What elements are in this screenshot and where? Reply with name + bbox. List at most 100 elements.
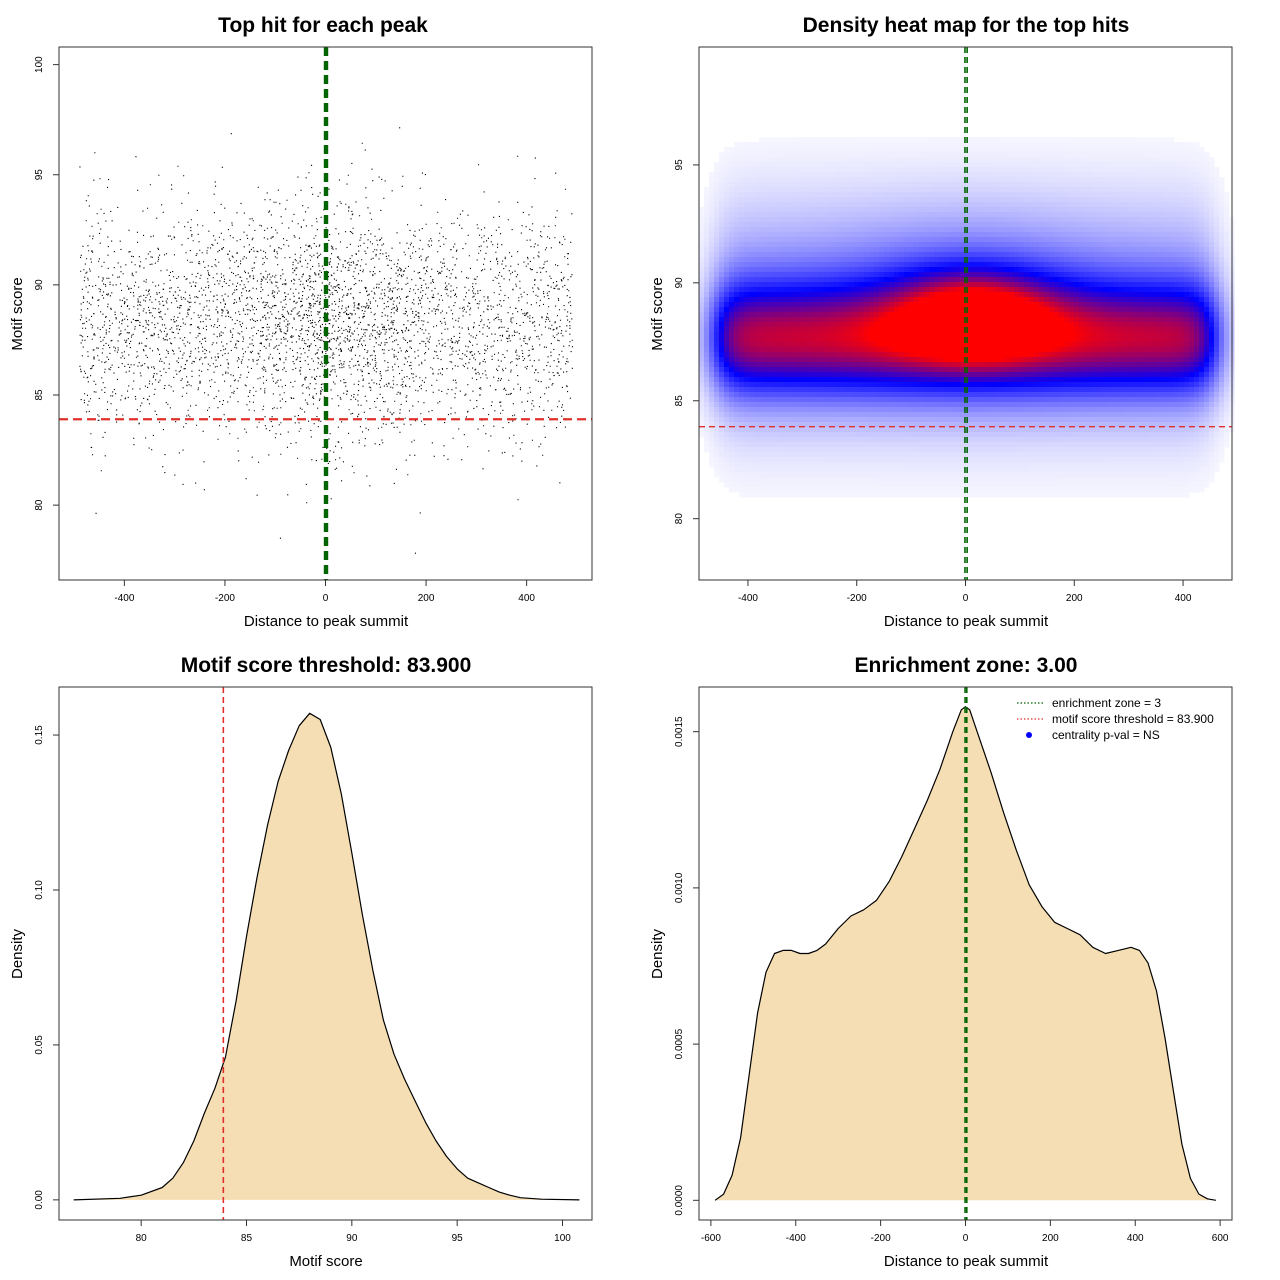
heatmap-cell [849, 277, 855, 283]
heatmap-cell [914, 287, 920, 293]
heatmap-cell [1024, 277, 1030, 283]
heatmap-cell [949, 182, 955, 188]
heatmap-cell [839, 172, 845, 178]
heatmap-cell [1094, 202, 1100, 208]
heatmap-cell [889, 307, 895, 313]
heatmap-cell [1134, 262, 1140, 268]
heatmap-cell [1194, 197, 1200, 203]
heatmap-cell [1119, 347, 1125, 353]
heatmap-cell [1124, 242, 1130, 248]
heatmap-cell [1059, 192, 1065, 198]
heatmap-cell [964, 222, 970, 228]
heatmap-cell [1174, 302, 1180, 308]
heatmap-cell [1214, 242, 1220, 248]
heatmap-cell [889, 282, 895, 288]
heatmap-cell [749, 217, 755, 223]
heatmap-cell [964, 252, 970, 258]
heatmap-cell [894, 342, 900, 348]
heatmap-cell [989, 307, 995, 313]
heatmap-cell [874, 147, 880, 153]
heatmap-cell [984, 237, 990, 243]
heatmap-cell [1014, 197, 1020, 203]
heatmap-cell [719, 187, 725, 193]
heatmap-cell [1034, 357, 1040, 363]
heatmap-cell [1204, 307, 1210, 313]
heatmap-cell [1064, 342, 1070, 348]
heatmap-cell [804, 297, 810, 303]
heatmap-cell [1064, 362, 1070, 368]
heatmap-cell [989, 242, 995, 248]
heatmap-cell [729, 257, 735, 263]
heatmap-cell [999, 362, 1005, 368]
heatmap-cell [1044, 172, 1050, 178]
heatmap-cell [769, 322, 775, 328]
heatmap-cell [1039, 312, 1045, 318]
heatmap-cell [1109, 307, 1115, 313]
heatmap-cell [1154, 322, 1160, 328]
heatmap-cell [739, 177, 745, 183]
heatmap-cell [1104, 247, 1110, 253]
heatmap-cell [874, 177, 880, 183]
heatmap-cell [944, 302, 950, 308]
heatmap-cell [714, 182, 720, 188]
heatmap-cell [774, 327, 780, 333]
heatmap-cell [1004, 147, 1010, 153]
heatmap-cell [1139, 352, 1145, 358]
heatmap-cell [1014, 262, 1020, 268]
heatmap-cell [739, 367, 745, 373]
heatmap-cell [849, 167, 855, 173]
heatmap-cell [999, 137, 1005, 143]
heatmap-cell [799, 362, 805, 368]
heatmap-cell [1144, 262, 1150, 268]
heatmap-cell [714, 202, 720, 208]
heatmap-cell [894, 222, 900, 228]
heatmap-cell [1149, 277, 1155, 283]
heatmap-cell [1189, 252, 1195, 258]
heatmap-cell [1199, 332, 1205, 338]
heatmap-cell [1079, 277, 1085, 283]
heatmap-cell [839, 137, 845, 143]
heatmap-cell [1194, 207, 1200, 213]
heatmap-cell [794, 152, 800, 158]
heatmap-cell [1079, 247, 1085, 253]
heatmap-cell [889, 257, 895, 263]
heatmap-cell [774, 242, 780, 248]
heatmap-cell [1029, 197, 1035, 203]
heatmap-cell [834, 372, 840, 378]
heatmap-cell [914, 262, 920, 268]
heatmap-cell [1174, 292, 1180, 298]
heatmap-cell [1049, 242, 1055, 248]
heatmap-cell [1124, 202, 1130, 208]
heatmap-cell [924, 367, 930, 373]
heatmap-cell [719, 192, 725, 198]
heatmap-cell [969, 322, 975, 328]
heatmap-cell [914, 207, 920, 213]
heatmap-cell [1044, 142, 1050, 148]
heatmap-cell [1069, 257, 1075, 263]
heatmap-cell [1119, 207, 1125, 213]
heatmap-cell [724, 272, 730, 278]
heatmap-cell [794, 267, 800, 273]
heatmap-cell [844, 162, 850, 168]
heatmap-cell [759, 362, 765, 368]
heatmap-cell [819, 362, 825, 368]
heatmap-cell [834, 302, 840, 308]
heatmap-cell [1099, 217, 1105, 223]
heatmap-cell [984, 292, 990, 298]
heatmap-cell [1199, 227, 1205, 233]
heatmap-cell [1209, 272, 1215, 278]
heatmap-cell [959, 317, 965, 323]
heatmap-cell [724, 177, 730, 183]
heatmap-cell [884, 292, 890, 298]
heatmap-cell [724, 312, 730, 318]
heatmap-cell [794, 277, 800, 283]
heatmap-cell [709, 262, 715, 268]
heatmap-cell [974, 217, 980, 223]
heatmap-cell [869, 257, 875, 263]
heatmap-cell [1084, 222, 1090, 228]
heatmap-cell [904, 237, 910, 243]
heatmap-cell [1039, 362, 1045, 368]
heatmap-cell [1179, 157, 1185, 163]
heatmap-cell [1219, 332, 1225, 338]
heatmap-cell [819, 322, 825, 328]
